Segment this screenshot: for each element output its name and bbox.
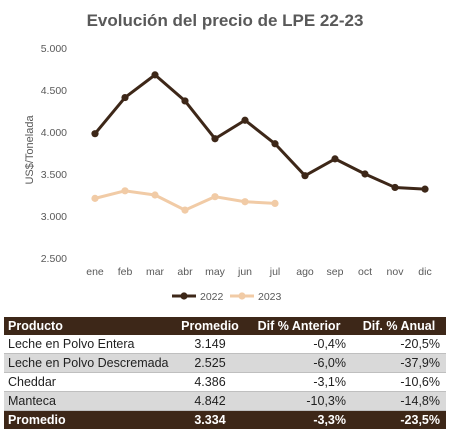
header-dif-anterior: Dif % Anterior xyxy=(257,319,341,333)
footer-average: 3.334 xyxy=(194,413,226,427)
y-tick-label: 3.000 xyxy=(41,211,67,223)
table-footer-row: Promedio 3.334 -3,3% -23,5% xyxy=(4,410,446,429)
table-row: Leche en Polvo Descremada 2.525 -6,0% -3… xyxy=(4,353,446,373)
data-point-2022 xyxy=(151,71,159,79)
cell-average: 4.386 xyxy=(174,372,246,392)
legend-label-2022: 2022 xyxy=(200,291,224,303)
x-tick-label: ago xyxy=(296,266,314,278)
data-point-2023 xyxy=(241,198,249,206)
chart-title: Evolución del precio de LPE 22-23 xyxy=(87,11,364,30)
header-dif-anual: Dif. % Anual xyxy=(362,319,436,333)
x-tick-label: dic xyxy=(418,266,431,278)
x-tick-label: may xyxy=(205,266,226,278)
cell-product: Manteca xyxy=(4,391,174,411)
data-point-2022 xyxy=(361,170,369,178)
legend: 2022 2023 xyxy=(172,291,282,303)
series-points xyxy=(91,71,429,214)
series-line-2022 xyxy=(93,73,426,191)
cell-dif-anual: -10,6% xyxy=(352,372,446,392)
cell-dif-anterior: -6,0% xyxy=(246,353,352,373)
x-tick-label: oct xyxy=(358,266,372,278)
y-tick-label: 3.500 xyxy=(41,169,67,181)
cell-product: Cheddar xyxy=(4,372,174,392)
table-header-row: Producto Promedio Dif % Anterior Dif. % … xyxy=(4,317,446,335)
data-point-2022 xyxy=(271,140,279,148)
table-row: Manteca 4.842 -10,3% -14,8% xyxy=(4,391,446,411)
x-tick-label: mar xyxy=(146,266,165,278)
header-producto: Producto xyxy=(8,319,63,333)
data-point-2023 xyxy=(271,199,279,207)
y-tick-label: 4.000 xyxy=(41,127,67,139)
data-point-2023 xyxy=(151,191,159,199)
data-point-2022 xyxy=(301,172,309,180)
x-tick-label: abr xyxy=(177,266,193,278)
x-tick-label: ene xyxy=(86,266,104,278)
header-promedio: Promedio xyxy=(181,319,239,333)
x-tick-label: nov xyxy=(387,266,405,278)
cell-average: 2.525 xyxy=(174,353,246,373)
footer-dif-anterior: -3,3% xyxy=(313,413,346,427)
data-point-2023 xyxy=(121,187,129,195)
data-point-2023 xyxy=(181,206,189,214)
chart-svg: Evolución del precio de LPE 22-23 US$/To… xyxy=(24,11,432,303)
cell-average: 4.842 xyxy=(174,391,246,411)
data-point-2023 xyxy=(211,193,219,201)
x-tick-label: jun xyxy=(237,266,252,278)
y-tick-label: 4.500 xyxy=(41,85,67,97)
legend-label-2023: 2023 xyxy=(258,291,282,303)
legend-marker-2023 xyxy=(238,292,246,300)
x-tick-label: jul xyxy=(269,266,281,278)
cell-dif-anterior: -0,4% xyxy=(246,335,352,354)
data-point-2022 xyxy=(241,116,249,124)
cell-dif-anual: -37,9% xyxy=(352,353,446,373)
data-point-2022 xyxy=(91,130,99,138)
y-axis-ticks: 2.500 3.000 3.500 4.000 4.500 5.000 xyxy=(41,43,67,265)
x-axis-ticks: ene feb mar abr may jun jul ago sep oct nov dic xyxy=(86,266,431,278)
price-table: Producto Promedio Dif % Anterior Dif. % … xyxy=(4,317,446,429)
cell-product: Leche en Polvo Descremada xyxy=(4,353,174,373)
cell-dif-anterior: -10,3% xyxy=(246,391,352,411)
series-lines xyxy=(93,73,426,212)
data-point-2022 xyxy=(181,97,189,105)
data-point-2022 xyxy=(331,155,339,163)
data-point-2022 xyxy=(391,183,399,192)
cell-dif-anual: -14,8% xyxy=(352,391,446,411)
y-tick-label: 2.500 xyxy=(41,253,67,265)
x-tick-label: sep xyxy=(327,266,344,278)
table-row: Cheddar 4.386 -3,1% -10,6% xyxy=(4,372,446,392)
summary-table: Producto Promedio Dif % Anterior Dif. % … xyxy=(4,317,446,429)
data-point-2022 xyxy=(421,185,429,193)
y-tick-label: 5.000 xyxy=(41,43,67,55)
footer-dif-anual: -23,5% xyxy=(400,413,440,427)
line-chart: Evolución del precio de LPE 22-23 US$/To… xyxy=(24,11,432,303)
data-point-2022 xyxy=(121,93,129,102)
data-point-2023 xyxy=(91,194,99,202)
cell-average: 3.149 xyxy=(174,335,246,354)
cell-dif-anual: -20,5% xyxy=(352,335,446,354)
footer-label: Promedio xyxy=(8,413,66,427)
cell-product: Leche en Polvo Entera xyxy=(4,335,174,354)
data-point-2022 xyxy=(211,135,219,143)
cell-dif-anterior: -3,1% xyxy=(246,372,352,392)
y-axis-title: US$/Tonelada xyxy=(24,115,36,185)
x-tick-label: feb xyxy=(118,266,133,278)
legend-marker-2022 xyxy=(180,292,188,300)
table-row: Leche en Polvo Entera 3.149 -0,4% -20,5% xyxy=(4,335,446,354)
